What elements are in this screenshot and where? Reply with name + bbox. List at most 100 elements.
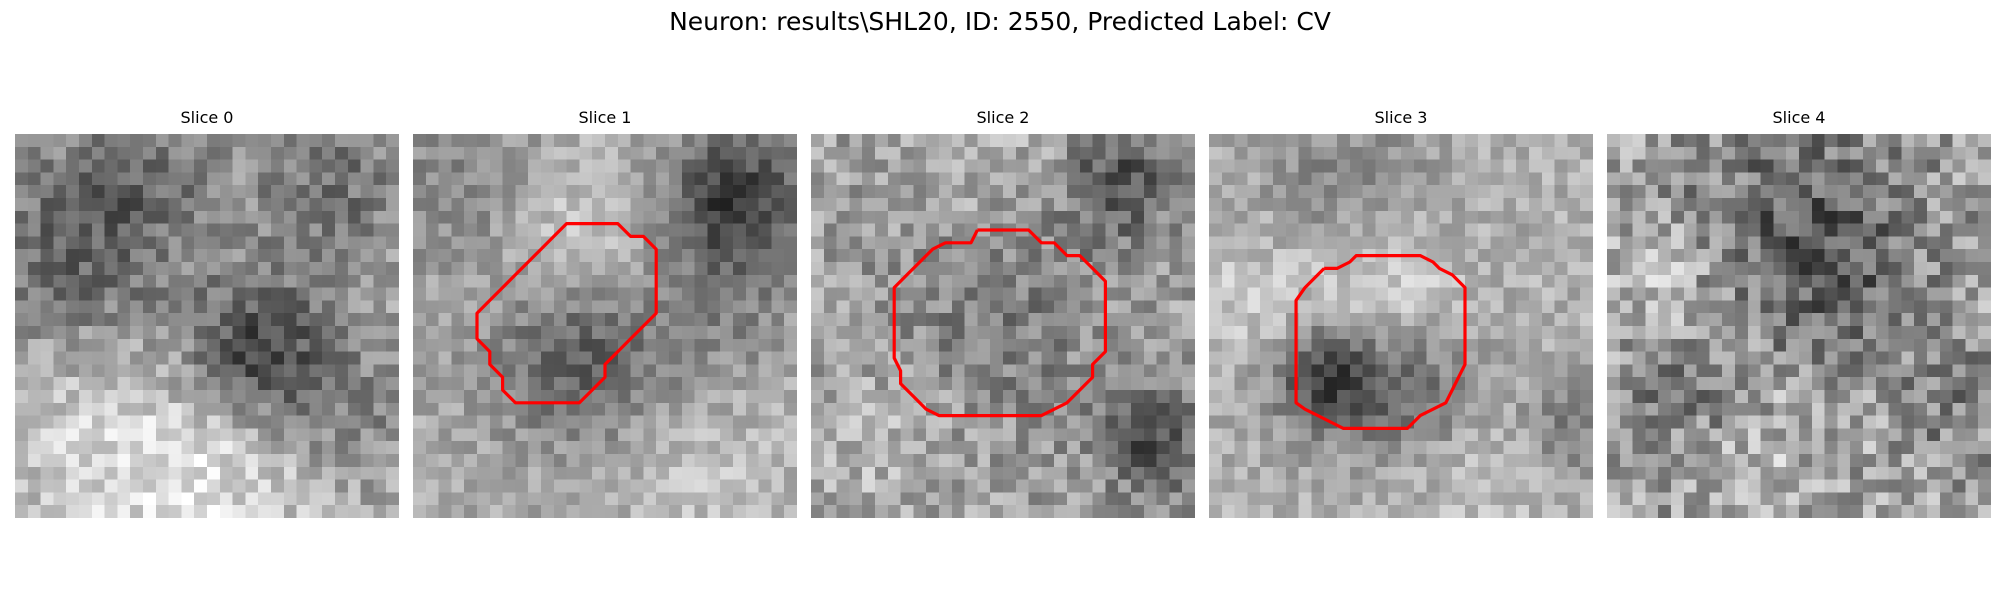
image-pixel	[643, 300, 657, 314]
image-pixel	[1671, 159, 1685, 173]
image-pixel	[1875, 428, 1889, 442]
image-pixel	[1054, 351, 1068, 365]
image-pixel	[1362, 236, 1376, 250]
image-pixel	[322, 134, 336, 148]
image-pixel	[515, 185, 529, 199]
image-pixel	[823, 415, 837, 429]
image-pixel	[1965, 326, 1979, 340]
image-pixel	[1760, 146, 1774, 160]
image-pixel	[477, 249, 491, 263]
image-pixel	[1901, 172, 1915, 186]
image-pixel	[1939, 249, 1953, 263]
image-pixel	[1799, 274, 1813, 288]
image-pixel	[1298, 351, 1312, 365]
image-pixel	[413, 479, 427, 493]
image-pixel	[758, 313, 772, 327]
image-pixel	[669, 415, 683, 429]
image-pixel	[1118, 479, 1132, 493]
image-pixel	[1234, 223, 1248, 237]
image-pixel	[1824, 210, 1838, 224]
image-pixel	[1619, 236, 1633, 250]
image-pixel	[1079, 338, 1093, 352]
image-pixel	[605, 300, 619, 314]
image-pixel	[656, 415, 670, 429]
image-pixel	[1952, 402, 1966, 416]
image-pixel	[1722, 492, 1736, 506]
image-pixel	[913, 466, 927, 480]
image-pixel	[939, 466, 953, 480]
image-pixel	[477, 146, 491, 160]
image-pixel	[502, 338, 516, 352]
image-pixel	[117, 326, 131, 340]
image-pixel	[425, 364, 439, 378]
image-pixel	[669, 351, 683, 365]
image-pixel	[1234, 454, 1248, 468]
image-pixel	[1413, 300, 1427, 314]
image-pixel	[360, 454, 374, 468]
image-pixel	[309, 377, 323, 391]
image-pixel	[630, 479, 644, 493]
slice-3: Slice 3	[1209, 108, 1593, 520]
image-pixel	[1709, 313, 1723, 327]
image-pixel	[1927, 172, 1941, 186]
image-pixel	[40, 262, 54, 276]
image-pixel	[1169, 415, 1183, 429]
image-pixel	[990, 300, 1004, 314]
image-pixel	[1105, 185, 1119, 199]
image-pixel	[143, 377, 157, 391]
image-pixel	[1092, 377, 1106, 391]
image-pixel	[1939, 428, 1953, 442]
image-pixel	[53, 390, 67, 404]
image-pixel	[1939, 198, 1953, 212]
image-pixel	[1607, 390, 1621, 404]
image-pixel	[1554, 441, 1568, 455]
image-pixel	[1273, 146, 1287, 160]
image-pixel	[528, 338, 542, 352]
image-pixel	[1067, 377, 1081, 391]
image-pixel	[1349, 223, 1363, 237]
image-pixel	[322, 441, 336, 455]
image-pixel	[875, 492, 889, 506]
image-pixel	[1105, 146, 1119, 160]
image-pixel	[541, 428, 555, 442]
image-pixel	[322, 338, 336, 352]
image-pixel	[464, 172, 478, 186]
image-pixel	[1092, 300, 1106, 314]
image-pixel	[1413, 236, 1427, 250]
image-pixel	[541, 223, 555, 237]
image-pixel	[335, 274, 349, 288]
image-pixel	[643, 428, 657, 442]
image-pixel	[1939, 415, 1953, 429]
image-pixel	[1260, 351, 1274, 365]
image-pixel	[1298, 479, 1312, 493]
image-pixel	[811, 300, 825, 314]
image-pixel	[1824, 351, 1838, 365]
image-pixel	[1349, 210, 1363, 224]
image-pixel	[1760, 134, 1774, 148]
image-pixel	[1529, 441, 1543, 455]
image-pixel	[1131, 351, 1145, 365]
image-pixel	[605, 313, 619, 327]
image-pixel	[1041, 466, 1055, 480]
image-pixel	[1426, 466, 1440, 480]
image-pixel	[1683, 134, 1697, 148]
slice-2: Slice 2	[811, 108, 1195, 520]
image-pixel	[1349, 134, 1363, 148]
image-pixel	[347, 428, 361, 442]
image-pixel	[1645, 274, 1659, 288]
image-pixel	[309, 326, 323, 340]
image-pixel	[1105, 415, 1119, 429]
image-pixel	[1375, 454, 1389, 468]
image-pixel	[425, 300, 439, 314]
image-pixel	[232, 466, 246, 480]
image-pixel	[823, 159, 837, 173]
image-pixel	[875, 198, 889, 212]
image-pixel	[477, 326, 491, 340]
image-pixel	[1811, 364, 1825, 378]
image-pixel	[1092, 223, 1106, 237]
image-pixel	[681, 262, 695, 276]
image-pixel	[245, 466, 259, 480]
image-pixel	[451, 441, 465, 455]
image-pixel	[1747, 454, 1761, 468]
image-pixel	[939, 249, 953, 263]
